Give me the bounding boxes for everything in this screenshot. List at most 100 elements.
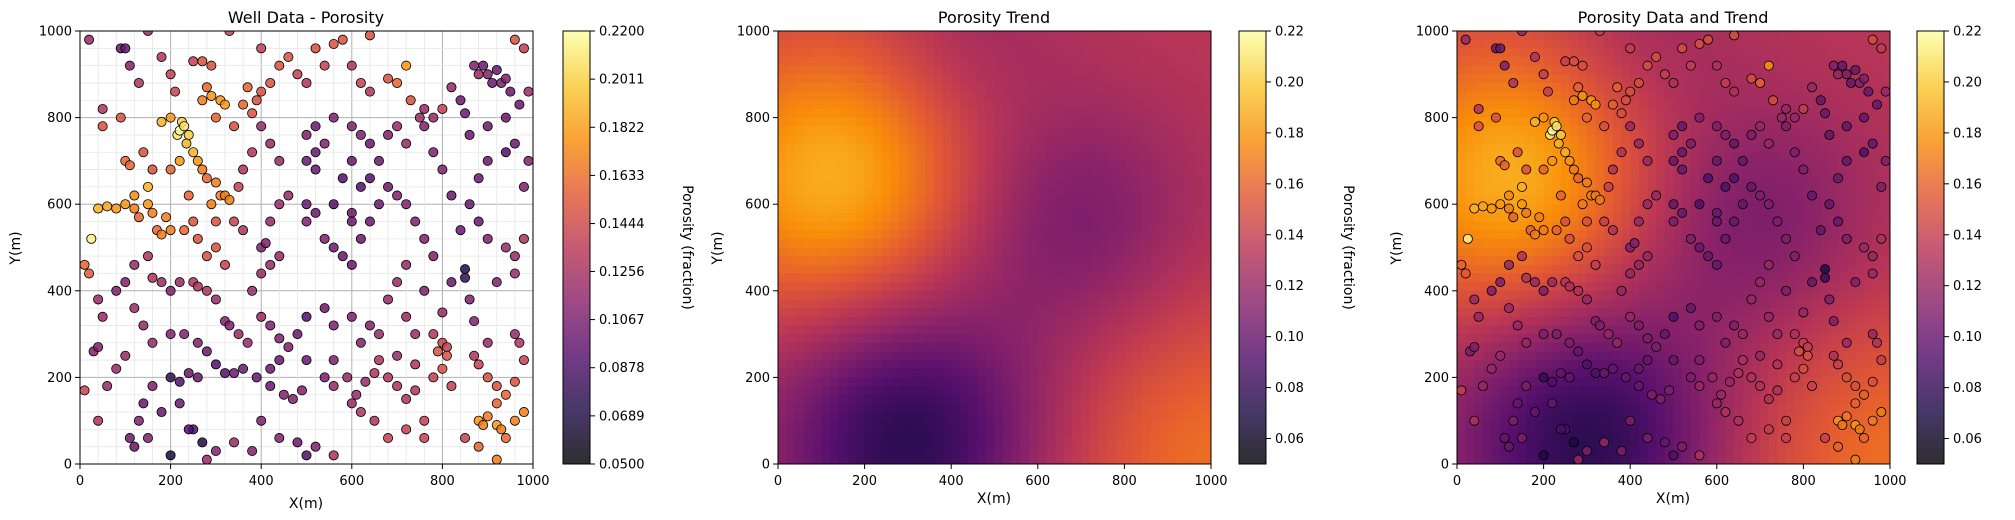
trend-cell — [1543, 212, 1553, 223]
trend-cell — [1003, 195, 1013, 205]
trend-cell — [881, 230, 892, 240]
trend-cell — [1150, 394, 1160, 405]
trend-cell — [1630, 186, 1640, 197]
trend-cell — [1846, 360, 1857, 370]
trend-cell — [1037, 316, 1048, 327]
trend-cell — [1072, 152, 1082, 162]
trend-cell — [1543, 195, 1553, 205]
trend-cell — [1193, 273, 1204, 283]
trend-cell — [812, 360, 822, 370]
trend-cell — [821, 160, 831, 171]
trend-cell — [1786, 256, 1796, 266]
trend-cell — [1185, 334, 1195, 344]
trend-cell — [1673, 143, 1683, 153]
trend-cell — [881, 403, 892, 413]
trend-cell — [1141, 273, 1152, 283]
trend-cell — [1098, 308, 1108, 318]
trend-cell — [959, 290, 970, 301]
trend-cell — [1107, 438, 1117, 448]
trend-cell — [1072, 82, 1082, 93]
trend-cell — [1760, 31, 1770, 41]
trend-cell — [1037, 342, 1048, 353]
trend-cell — [1760, 160, 1770, 171]
trend-cell — [951, 334, 961, 344]
trend-cell — [1020, 334, 1030, 344]
trend-cell — [1011, 377, 1022, 387]
trend-cell — [1517, 351, 1527, 361]
trend-cell — [1638, 230, 1649, 240]
well-point — [518, 181, 529, 192]
trend-cell — [1621, 134, 1631, 145]
trend-cell — [881, 316, 892, 327]
trend-cell — [778, 91, 788, 101]
trend-cell — [1604, 360, 1614, 370]
trend-cell — [1656, 351, 1666, 361]
trend-cell — [873, 230, 883, 240]
trend-cell — [1124, 152, 1134, 162]
trend-cell — [778, 126, 788, 136]
trend-cell — [1699, 160, 1709, 171]
trend-cell — [847, 204, 857, 214]
trend-cell — [1838, 264, 1848, 275]
trend-cell — [812, 325, 822, 335]
trend-cell — [1474, 212, 1484, 223]
trend-cell — [1167, 108, 1178, 119]
trend-cell — [1185, 325, 1195, 335]
trend-cell — [1141, 394, 1152, 405]
trend-cell — [1167, 351, 1178, 361]
well-point — [446, 277, 457, 288]
trend-cell — [994, 360, 1004, 370]
trend-cell — [925, 446, 935, 457]
trend-cell — [1630, 82, 1640, 93]
trend-cell — [1647, 204, 1657, 214]
trend-cell — [977, 429, 987, 439]
trend-cell — [1560, 204, 1571, 214]
trend-cell — [1855, 108, 1865, 119]
trend-cell — [1115, 316, 1126, 327]
trend-cell — [1656, 334, 1666, 344]
trend-cell — [968, 446, 978, 457]
trend-cell — [1682, 39, 1692, 50]
trend-cell — [1150, 308, 1160, 318]
trend-cell — [1020, 351, 1030, 361]
trend-cell — [899, 394, 909, 405]
trend-cell — [1812, 108, 1822, 119]
trend-cell — [1872, 212, 1883, 223]
trend-cell — [1604, 74, 1614, 84]
trend-cell — [786, 247, 797, 257]
well-point — [156, 229, 167, 240]
trend-cell — [873, 299, 883, 309]
trend-cell — [812, 65, 822, 75]
well-point — [509, 376, 520, 387]
trend-cell — [1011, 412, 1022, 422]
trend-cell — [873, 39, 883, 50]
trend-cell — [1063, 31, 1074, 41]
trend-cell — [1604, 230, 1614, 240]
trend-cell — [786, 316, 797, 327]
trend-cell — [1560, 160, 1571, 171]
trend-cell — [864, 65, 874, 75]
trend-cell — [1063, 178, 1074, 188]
trend-cell — [855, 360, 866, 370]
trend-cell — [1150, 420, 1160, 431]
trend-cell — [873, 403, 883, 413]
trend-cell — [1777, 282, 1787, 292]
trend-cell — [1786, 368, 1796, 379]
trend-cell — [1604, 134, 1614, 145]
trend-cell — [1037, 126, 1048, 136]
trend-cell — [778, 455, 788, 464]
trend-cell — [1595, 48, 1605, 58]
trend-cell — [1063, 82, 1074, 93]
trend-cell — [1098, 134, 1108, 145]
trend-cell — [1586, 351, 1597, 361]
trend-cell — [1768, 169, 1779, 179]
trend-cell — [925, 429, 935, 439]
trend-cell — [1500, 39, 1510, 50]
trend-cell — [1508, 169, 1519, 179]
trend-cell — [1760, 143, 1770, 153]
trend-cell — [951, 351, 961, 361]
trend-cell — [890, 195, 900, 205]
trend-cell — [1526, 212, 1536, 223]
trend-cell — [1159, 368, 1169, 379]
trend-cell — [1124, 429, 1134, 439]
